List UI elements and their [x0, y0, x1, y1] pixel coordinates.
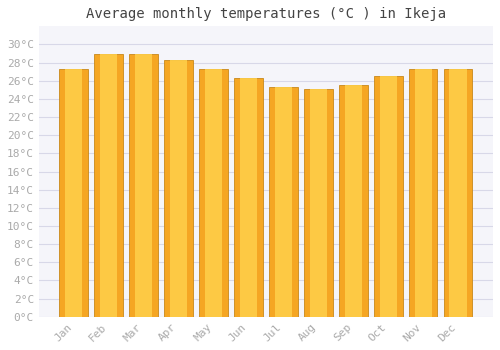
Bar	[344, 85, 362, 317]
Bar	[275, 87, 292, 317]
Bar	[60, 69, 88, 317]
Bar	[199, 69, 228, 317]
Bar	[380, 76, 397, 317]
Bar	[100, 54, 117, 317]
Bar	[164, 60, 193, 317]
Bar	[310, 89, 327, 317]
Bar	[304, 89, 332, 317]
Bar	[205, 69, 222, 317]
Bar	[374, 76, 402, 317]
Bar	[450, 69, 466, 317]
Bar	[135, 54, 152, 317]
Bar	[339, 85, 368, 317]
Bar	[65, 69, 82, 317]
Bar	[444, 69, 472, 317]
Bar	[409, 69, 438, 317]
Title: Average monthly temperatures (°C ) in Ikeja: Average monthly temperatures (°C ) in Ik…	[86, 7, 446, 21]
Bar	[234, 78, 263, 317]
Bar	[240, 78, 257, 317]
Bar	[269, 87, 298, 317]
Bar	[170, 60, 187, 317]
Bar	[94, 54, 123, 317]
Bar	[130, 54, 158, 317]
Bar	[414, 69, 432, 317]
